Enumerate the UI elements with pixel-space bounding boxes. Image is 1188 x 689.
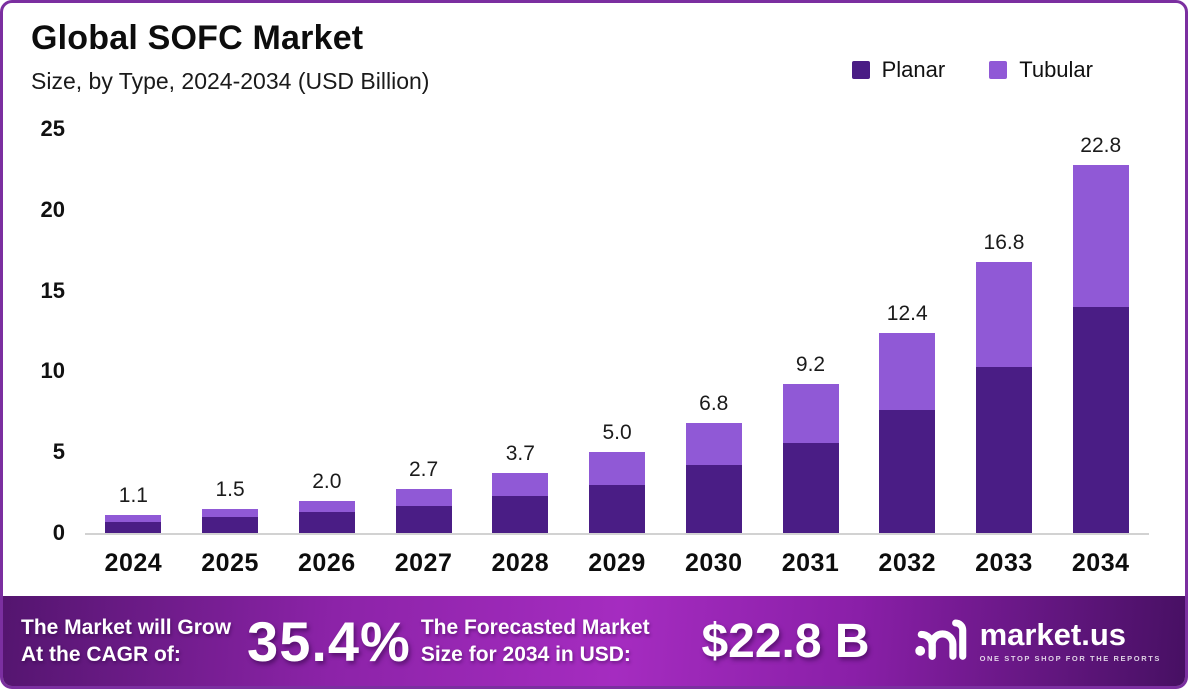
x-axis-label: 2031 [781,549,840,577]
banner-cagr-caption: The Market will Grow At the CAGR of: [21,614,231,669]
x-axis-label: 2033 [975,549,1033,577]
logo-tagline: ONE STOP SHOP FOR THE REPORTS [979,654,1161,663]
bar-segment-planar [202,516,259,533]
bar-segment-planar [879,410,936,533]
bar-segment-tubular [589,452,646,485]
bar-segment-planar [782,442,839,533]
y-tick-label: 20 [40,196,65,222]
bar-segment-planar [395,505,452,533]
bar-segment-planar [298,512,355,533]
chart-header: Global SOFC Market Size, by Type, 2024-2… [3,3,1185,95]
bar-total-label: 9.2 [795,353,826,377]
legend-item-tubular[interactable]: Tubular [989,57,1093,83]
bar-group: 1.1 [85,129,182,533]
bar-total-label: 1.1 [118,484,148,508]
y-tick-label: 15 [40,277,65,303]
legend-swatch [851,61,870,79]
bar-segment-tubular [105,515,162,522]
bar-segment-tubular [298,500,355,512]
bar-group: 3.7 [472,129,569,533]
logo-text-block: market.us ONE STOP SHOP FOR THE REPORTS [980,619,1161,663]
bar-group: 2.0 [278,129,375,533]
chart-subtitle: Size, by Type, 2024-2034 (USD Billion) [31,68,430,94]
bars: 1.1 1.5 2.0 2.7 3.7 5.0 6.8 9.2 12.4 16.8 22.8 [85,129,1149,533]
y-tick-label: 0 [52,520,65,545]
x-axis: 2024 2025 2026 2027 2028 2029 2030 2031 2032 2033… [85,549,1149,578]
logo-wordmark: market.us [979,617,1127,652]
bar-group: 6.8 [665,129,762,533]
bar-total-label: 12.4 [886,301,928,325]
plot-area: 1.1 1.5 2.0 2.7 3.7 5.0 6.8 9.2 12.4 16.8 22.8 [85,129,1149,535]
bar-total-label: 2.0 [312,469,342,493]
x-axis-label: 2024 [104,549,163,577]
x-axis-label: 2027 [394,549,453,577]
bar-group: 9.2 [762,129,859,533]
bar-group: 12.4 [859,129,956,533]
bar-total-label: 6.8 [699,392,729,416]
x-axis-label: 2029 [588,549,646,577]
x-axis-label: 2026 [298,549,356,577]
banner-cagr-caption-line2: At the CAGR of: [21,643,181,666]
y-axis: 0 5 10 15 20 25 [3,116,85,545]
bar-segment-planar [975,366,1032,533]
banner-forecast-caption-line1: The Forecasted Market [420,615,650,639]
y-tick-label: 10 [40,358,65,384]
bar-chart: 0 5 10 15 20 25 1.1 1.5 2.0 2.7 3.7 5.0 6.8 9.2 12.4 1… [3,116,1185,545]
bar-segment-tubular [202,508,259,517]
market-us-logo[interactable]: market.us ONE STOP SHOP FOR THE REPORTS [914,617,1161,665]
x-axis-label: 2032 [878,549,937,577]
legend-item-planar[interactable]: Planar [851,57,946,83]
bar-total-label: 2.7 [408,458,439,482]
bar-group: 22.8 [1052,129,1149,533]
bar-segment-tubular [782,384,839,443]
x-axis-label: 2025 [201,549,259,577]
bar-segment-tubular [1072,164,1129,307]
legend-swatch [989,61,1008,79]
bar-segment-tubular [975,261,1032,367]
bar-total-label: 5.0 [602,421,632,445]
legend: Planar Tubular [851,57,1093,83]
banner-forecast-caption-line2: Size for 2034 in USD: [420,643,631,666]
bar-group: 1.5 [182,129,279,533]
bar-segment-tubular [492,473,549,496]
bar-segment-planar [1072,306,1129,533]
x-axis-label: 2030 [684,549,743,577]
bar-total-label: 16.8 [983,230,1025,254]
bar-segment-planar [492,495,549,533]
bar-group: 16.8 [956,129,1053,533]
forecast-value: $22.8 B [701,614,870,668]
y-tick-label: 5 [52,439,65,465]
legend-label: Tubular [1019,57,1093,82]
banner-forecast-caption: The Forecasted Market Size for 2034 in U… [421,614,650,669]
bar-group: 2.7 [375,129,472,533]
bar-segment-tubular [395,489,452,506]
bar-group: 5.0 [569,129,666,533]
x-axis-label: 2028 [491,549,550,577]
bar-segment-planar [105,521,162,533]
bar-segment-planar [589,484,646,533]
bar-segment-tubular [685,423,742,466]
bar-segment-planar [685,465,742,533]
x-axis-label: 2034 [1071,549,1130,577]
bottom-banner: The Market will Grow At the CAGR of: 35.… [3,596,1185,686]
page-title: Global SOFC Market [31,19,364,57]
cagr-value: 35.4% [247,609,411,673]
bar-segment-tubular [879,332,936,411]
bar-total-label: 3.7 [505,442,535,466]
y-tick-label: 25 [40,116,65,141]
market-us-swirl-icon [914,619,966,660]
legend-label: Planar [881,57,946,82]
bar-total-label: 22.8 [1080,133,1122,157]
bar-total-label: 1.5 [215,477,245,501]
banner-cagr-caption-line1: The Market will Grow [21,615,232,639]
